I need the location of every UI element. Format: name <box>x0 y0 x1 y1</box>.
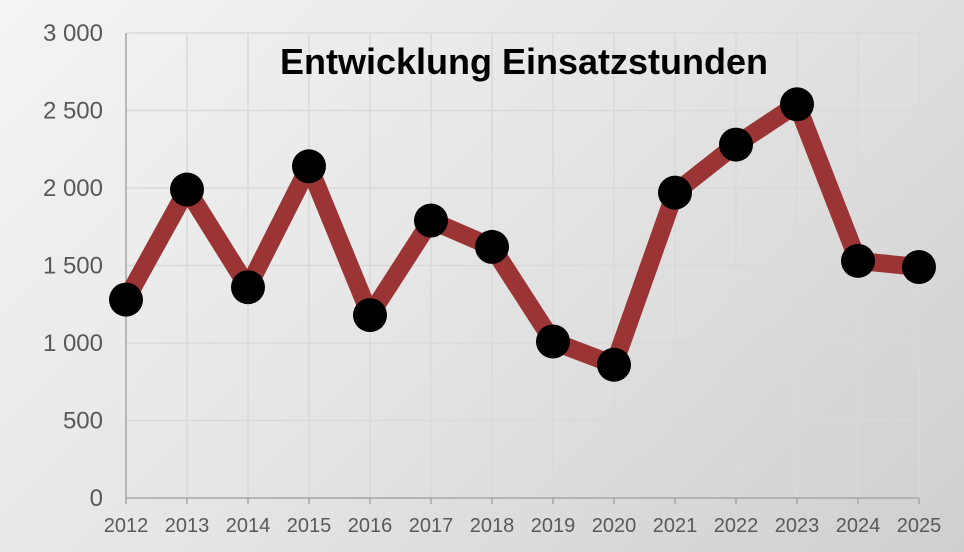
series-line <box>117 95 928 374</box>
data-point-2025 <box>902 250 936 285</box>
x-tick-label: 2022 <box>714 515 759 537</box>
series-markers <box>109 87 936 382</box>
x-tick-label: 2012 <box>104 515 149 537</box>
x-tick-label: 2024 <box>836 515 881 537</box>
data-point-2024 <box>841 243 875 278</box>
x-tick-label: 2018 <box>470 515 515 537</box>
data-point-2020 <box>597 347 631 382</box>
data-point-2019 <box>536 324 570 359</box>
data-point-2015 <box>292 149 326 184</box>
x-axis-tick-labels: 2012 2013 2014 2015 2016 2017 2018 2019 2020 2021… <box>104 515 942 537</box>
y-tick-label: 500 <box>63 408 103 435</box>
x-tick-label: 2019 <box>531 515 576 537</box>
y-tick-label: 1 500 <box>43 253 103 280</box>
x-tick-label: 2023 <box>775 515 820 537</box>
x-tick-label: 2017 <box>409 515 454 537</box>
data-point-2013 <box>170 172 204 207</box>
axes <box>125 33 920 504</box>
chart-title: Entwicklung Einsatzstunden <box>280 41 768 82</box>
y-tick-label: 0 <box>90 485 103 512</box>
data-point-2012 <box>109 282 143 317</box>
x-tick-label: 2013 <box>165 515 210 537</box>
data-point-2014 <box>231 270 265 305</box>
y-tick-label: 1 000 <box>43 330 103 357</box>
y-tick-label: 3 000 <box>43 20 103 47</box>
x-tick-label: 2014 <box>226 515 271 537</box>
y-tick-label: 2 500 <box>43 98 103 125</box>
data-point-2018 <box>475 229 509 264</box>
x-tick-label: 2015 <box>287 515 332 537</box>
y-axis-tick-labels: 0 500 1 000 1 500 2 000 2 500 3 000 <box>43 20 103 512</box>
x-tick-label: 2016 <box>348 515 393 537</box>
x-tick-label: 2020 <box>592 515 637 537</box>
data-point-2017 <box>414 203 448 238</box>
data-point-2022 <box>719 127 753 162</box>
data-point-2021 <box>658 175 692 210</box>
series-line-path <box>117 95 928 374</box>
x-tick-label: 2021 <box>653 515 698 537</box>
data-point-2016 <box>353 298 387 333</box>
data-point-2023 <box>780 87 814 122</box>
y-tick-label: 2 000 <box>43 175 103 202</box>
x-tick-label: 2025 <box>897 515 942 537</box>
